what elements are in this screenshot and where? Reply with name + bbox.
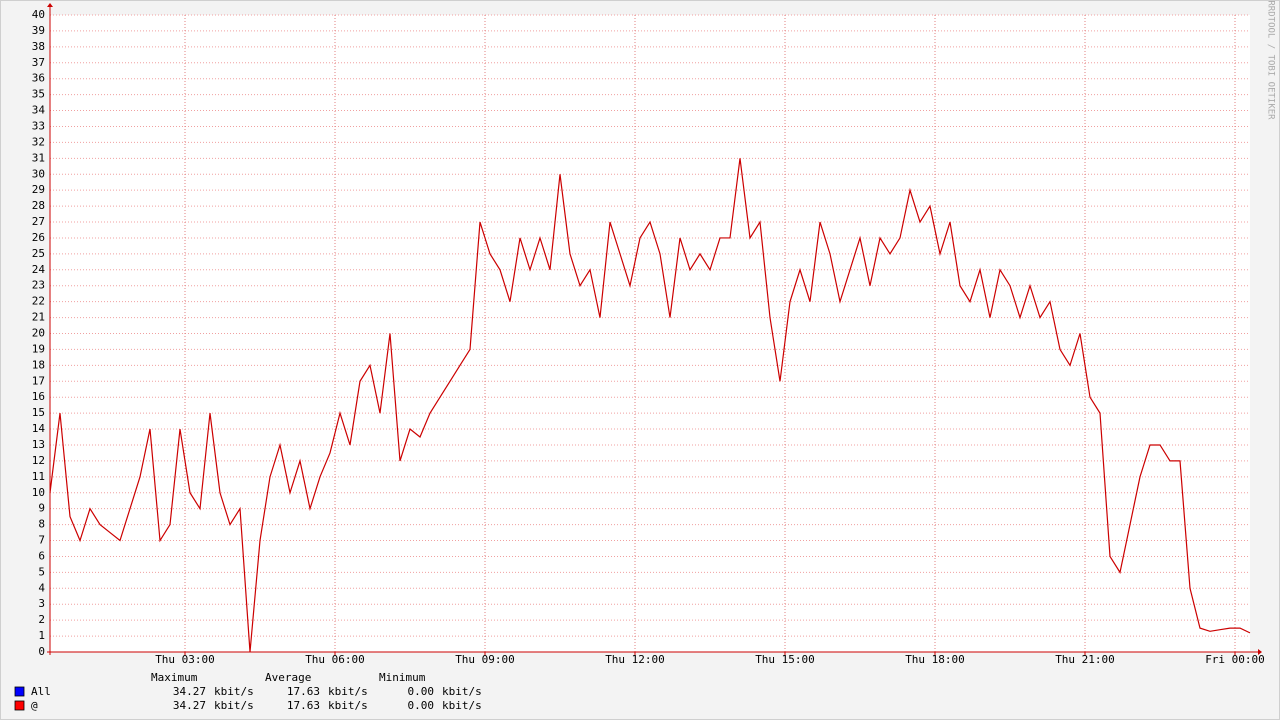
- y-tick-label: 20: [32, 327, 45, 340]
- y-tick-label: 3: [38, 597, 45, 610]
- legend-value: 34.27: [173, 685, 206, 698]
- y-tick-label: 26: [32, 231, 45, 244]
- y-tick-label: 4: [38, 581, 45, 594]
- legend-value: 34.27: [173, 699, 206, 712]
- y-tick-label: 25: [32, 247, 45, 260]
- x-tick-label: Thu 06:00: [305, 653, 365, 666]
- y-tick-label: 0: [38, 645, 45, 658]
- y-tick-label: 19: [32, 342, 45, 355]
- legend-swatch: [14, 700, 25, 711]
- y-tick-label: 9: [38, 502, 45, 515]
- y-tick-label: 34: [32, 104, 46, 117]
- legend-unit: kbit/s: [328, 685, 368, 698]
- legend-header: Minimum: [379, 671, 426, 684]
- legend-header: Average: [265, 671, 311, 684]
- y-tick-label: 27: [32, 215, 45, 228]
- y-tick-label: 23: [32, 279, 45, 292]
- y-tick-label: 6: [38, 549, 45, 562]
- y-tick-label: 1: [38, 629, 45, 642]
- legend-unit: kbit/s: [214, 685, 254, 698]
- y-tick-label: 17: [32, 374, 45, 387]
- legend-value: 0.00: [408, 699, 435, 712]
- legend-unit: kbit/s: [328, 699, 368, 712]
- y-tick-label: 14: [32, 422, 46, 435]
- axis-arrow: [47, 3, 53, 7]
- y-tick-label: 24: [32, 263, 46, 276]
- y-tick-label: 15: [32, 406, 45, 419]
- y-tick-label: 12: [32, 454, 45, 467]
- y-tick-label: 13: [32, 438, 45, 451]
- legend-header: Maximum: [151, 671, 198, 684]
- x-tick-label: Thu 18:00: [905, 653, 965, 666]
- y-tick-label: 36: [32, 72, 45, 85]
- y-tick-label: 28: [32, 199, 45, 212]
- x-tick-label: Fri 00:00: [1205, 653, 1265, 666]
- y-tick-label: 2: [38, 613, 45, 626]
- y-tick-label: 39: [32, 24, 45, 37]
- y-tick-label: 5: [38, 565, 45, 578]
- y-tick-label: 16: [32, 390, 45, 403]
- legend-swatch: [14, 686, 25, 697]
- legend-name: @: [31, 699, 38, 712]
- y-tick-label: 18: [32, 358, 45, 371]
- y-tick-label: 11: [32, 470, 45, 483]
- legend-unit: kbit/s: [442, 699, 482, 712]
- legend-unit: kbit/s: [214, 699, 254, 712]
- y-tick-label: 10: [32, 486, 45, 499]
- x-tick-label: Thu 12:00: [605, 653, 665, 666]
- y-tick-label: 35: [32, 88, 45, 101]
- x-tick-label: Thu 09:00: [455, 653, 515, 666]
- y-tick-label: 40: [32, 8, 45, 21]
- x-tick-label: Thu 03:00: [155, 653, 215, 666]
- y-tick-label: 38: [32, 40, 45, 53]
- legend-value: 17.63: [287, 685, 320, 698]
- legend-value: 0.00: [408, 685, 435, 698]
- y-tick-label: 29: [32, 183, 45, 196]
- legend-name: All: [31, 685, 51, 698]
- y-tick-label: 32: [32, 135, 45, 148]
- legend-value: 17.63: [287, 699, 320, 712]
- y-tick-label: 31: [32, 151, 45, 164]
- x-tick-label: Thu 21:00: [1055, 653, 1115, 666]
- y-tick-label: 30: [32, 167, 45, 180]
- y-tick-label: 21: [32, 311, 45, 324]
- watermark: RRDTOOL / TOBI OETIKER: [1266, 0, 1276, 120]
- y-tick-label: 22: [32, 295, 45, 308]
- y-tick-label: 37: [32, 56, 45, 69]
- x-tick-label: Thu 15:00: [755, 653, 815, 666]
- axis-arrow: [1258, 649, 1262, 655]
- data-line: [49, 158, 1251, 653]
- legend-unit: kbit/s: [442, 685, 482, 698]
- y-tick-label: 33: [32, 119, 45, 132]
- y-tick-label: 8: [38, 518, 45, 531]
- y-tick-label: 7: [38, 534, 45, 547]
